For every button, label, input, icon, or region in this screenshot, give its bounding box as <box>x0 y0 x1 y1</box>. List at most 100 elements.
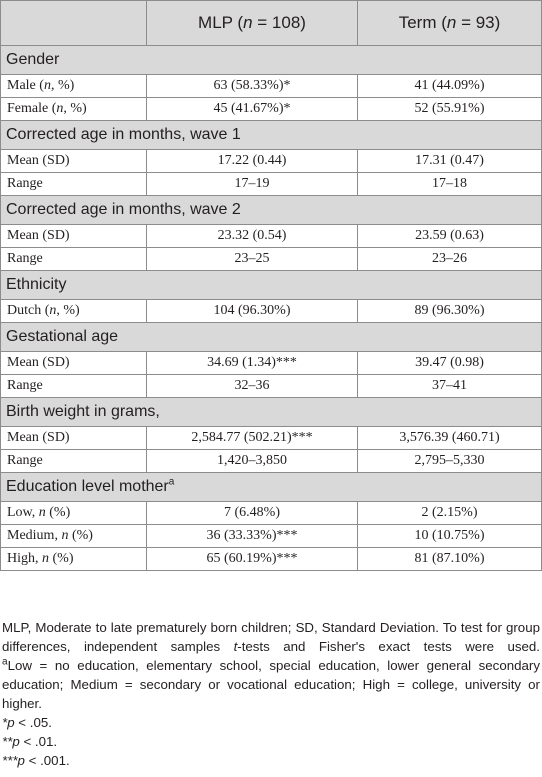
section-title-text: Corrected age in months, wave 2 <box>6 201 241 218</box>
header-term: Term (n = 93) <box>357 0 542 46</box>
row-label-n: n <box>49 303 57 318</box>
sig3-value: < .001. <box>24 753 70 768</box>
header-mlp: MLP (n = 108) <box>146 0 358 46</box>
term-value: 52 (55.91%) <box>357 97 542 121</box>
header-term-value: = 93) <box>456 13 501 32</box>
row-label-n: n <box>38 505 46 520</box>
row-label-text: High, <box>7 551 42 566</box>
row-label: Range <box>0 374 147 398</box>
section-title-text: Corrected age in months, wave 1 <box>6 126 241 143</box>
row-label-suffix: (%) <box>68 528 93 543</box>
table-row: Dutch (n, %) 104 (96.30%) 89 (96.30%) <box>0 299 542 323</box>
sig2-p: p <box>12 734 20 749</box>
section-title: Ethnicity <box>0 270 542 300</box>
mlp-value: 23–25 <box>146 247 358 271</box>
sig2-value: < .01. <box>19 734 58 749</box>
mlp-value: 17.22 (0.44) <box>146 149 358 173</box>
section-title: Corrected age in months, wave 1 <box>0 120 542 150</box>
table-header-row: MLP (n = 108) Term (n = 93) <box>0 0 542 46</box>
row-label-suffix: , %) <box>63 101 87 116</box>
abbreviation-note-t: t <box>233 639 238 654</box>
term-value: 41 (44.09%) <box>357 74 542 98</box>
row-label: Mean (SD) <box>0 426 147 450</box>
row-label-n: n <box>43 78 51 93</box>
row-label-n: n <box>56 101 64 116</box>
term-value: 17–18 <box>357 172 542 196</box>
significance-note-2: **p < .01. <box>2 732 540 751</box>
row-label: Mean (SD) <box>0 224 147 248</box>
sig1-value: < .05. <box>14 715 52 730</box>
mlp-value: 104 (96.30%) <box>146 299 358 323</box>
table-row: High, n (%) 65 (60.19%)*** 81 (87.10%) <box>0 547 542 571</box>
sig1-stars: * <box>2 715 8 730</box>
mlp-value: 2,584.77 (502.21)*** <box>146 426 358 450</box>
abbreviation-note-text-2: -tests and Fisher's exact tests were use… <box>237 639 540 654</box>
section-title: Birth weight in grams, <box>0 397 542 427</box>
mlp-value: 34.69 (1.34)*** <box>146 351 358 375</box>
row-label-suffix: , %) <box>50 78 75 93</box>
table-row: Medium, n (%) 36 (33.33%)*** 10 (10.75%) <box>0 524 542 548</box>
term-value: 39.47 (0.98) <box>357 351 542 375</box>
table-row: Range 17–19 17–18 <box>0 172 542 196</box>
table-row: Range 32–36 37–41 <box>0 374 542 398</box>
row-label-text: Mean (SD) <box>7 355 70 370</box>
section-title-footnote-marker: a <box>168 476 175 488</box>
row-label: Range <box>0 449 147 473</box>
significance-note-3: ***p < .001. <box>2 751 540 770</box>
row-label-text: Female ( <box>7 101 57 116</box>
section-header-row: Corrected age in months, wave 1 <box>0 120 542 150</box>
table-row: Mean (SD) 34.69 (1.34)*** 39.47 (0.98) <box>0 351 542 375</box>
term-value: 3,576.39 (460.71) <box>357 426 542 450</box>
section-header-row: Gender <box>0 45 542 75</box>
table-row: Mean (SD) 23.32 (0.54) 23.59 (0.63) <box>0 224 542 248</box>
row-label-text: Range <box>7 251 43 266</box>
section-header-row: Gestational age <box>0 322 542 352</box>
table-row: Low, n (%) 7 (6.48%) 2 (2.15%) <box>0 501 542 525</box>
term-value: 81 (87.10%) <box>357 547 542 571</box>
table-row: Female (n, %) 45 (41.67%)* 52 (55.91%) <box>0 97 542 121</box>
mlp-value: 63 (58.33%)* <box>146 74 358 98</box>
row-label-n: n <box>61 528 69 543</box>
mlp-value: 65 (60.19%)*** <box>146 547 358 571</box>
section-header-row: Ethnicity <box>0 270 542 300</box>
term-value: 2 (2.15%) <box>357 501 542 525</box>
row-label: Low, n (%) <box>0 501 147 525</box>
sig2-stars: ** <box>2 734 13 749</box>
header-mlp-value: = 108) <box>252 13 306 32</box>
section-title-text: Gestational age <box>6 328 119 345</box>
row-label-text: Male ( <box>7 78 44 93</box>
row-label-suffix: , %) <box>56 303 80 318</box>
row-label-text: Medium, <box>7 528 62 543</box>
table-row: Mean (SD) 2,584.77 (502.21)*** 3,576.39 (4… <box>0 426 542 450</box>
section-title: Gender <box>0 45 542 75</box>
mlp-value: 1,420–3,850 <box>146 449 358 473</box>
section-title-text: Ethnicity <box>6 276 67 293</box>
section-header-row: Birth weight in grams, <box>0 397 542 427</box>
section-title-text: Education level mother <box>6 478 169 495</box>
row-label: Range <box>0 247 147 271</box>
row-label: High, n (%) <box>0 547 147 571</box>
row-label: Range <box>0 172 147 196</box>
section-title: Education level mothera <box>0 472 542 502</box>
row-label-suffix: (%) <box>45 505 71 520</box>
footnote-a-text: Low = no education, elementary school, s… <box>2 658 540 711</box>
mlp-value: 36 (33.33%)*** <box>146 524 358 548</box>
table-row: Range 23–25 23–26 <box>0 247 542 271</box>
term-value: 23–26 <box>357 247 542 271</box>
footnote-a-marker: a <box>2 656 8 668</box>
row-label-text: Low, <box>7 505 39 520</box>
term-value: 37–41 <box>357 374 542 398</box>
term-value: 2,795–5,330 <box>357 449 542 473</box>
abbreviation-note: MLP, Moderate to late prematurely born c… <box>2 618 540 656</box>
row-label-suffix: (%) <box>49 551 74 566</box>
row-label-text: Range <box>7 453 43 468</box>
row-label-text: Mean (SD) <box>7 430 70 445</box>
mlp-value: 45 (41.67%)* <box>146 97 358 121</box>
row-label-text: Range <box>7 378 43 393</box>
header-term-n: n <box>446 13 457 32</box>
footnote-a: aLow = no education, elementary school, … <box>2 656 540 713</box>
section-title: Gestational age <box>0 322 542 352</box>
mlp-value: 23.32 (0.54) <box>146 224 358 248</box>
sig3-p: p <box>17 753 25 768</box>
mlp-value: 17–19 <box>146 172 358 196</box>
